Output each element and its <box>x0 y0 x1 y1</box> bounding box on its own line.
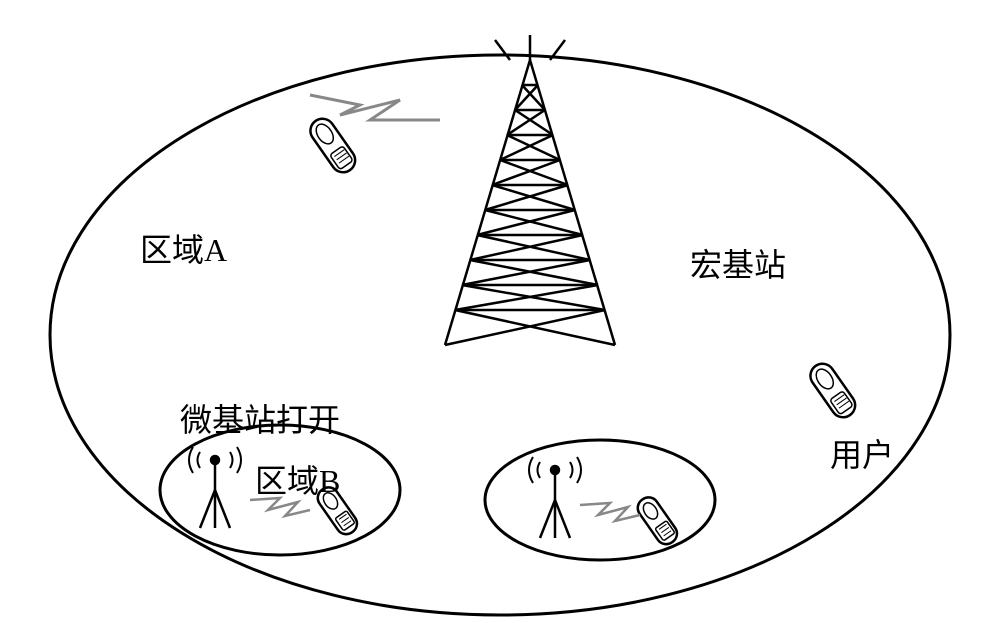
macro-station-label: 宏基站 <box>690 240 786 286</box>
region-b-label: 区域B <box>255 456 340 502</box>
region-a-label: 区域A <box>140 225 227 271</box>
user-label: 用户 <box>830 430 894 476</box>
micro-tower-left-icon <box>189 447 241 528</box>
phone-icon <box>634 493 681 548</box>
signal-icon <box>310 95 440 120</box>
phone-icon <box>806 359 860 422</box>
micro-tower-right-icon <box>529 457 581 538</box>
micro-cell-right <box>485 440 715 560</box>
network-diagram <box>0 0 1000 623</box>
signal-icon <box>580 503 640 521</box>
phone-icon <box>306 114 360 177</box>
micro-station-open-label: 微基站打开 <box>180 395 340 441</box>
macro-tower-icon <box>445 35 615 345</box>
